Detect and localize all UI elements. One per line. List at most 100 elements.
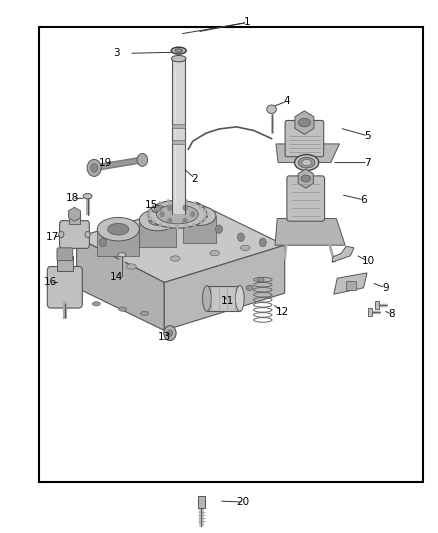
Ellipse shape	[176, 198, 179, 204]
Ellipse shape	[148, 200, 207, 228]
Ellipse shape	[204, 213, 208, 216]
Ellipse shape	[203, 216, 207, 220]
Ellipse shape	[185, 199, 188, 204]
Ellipse shape	[59, 231, 64, 238]
Text: 10: 10	[361, 256, 374, 266]
Ellipse shape	[171, 55, 186, 62]
Polygon shape	[97, 229, 139, 256]
Ellipse shape	[159, 201, 162, 206]
Text: 11: 11	[221, 296, 234, 306]
Ellipse shape	[240, 245, 250, 251]
Polygon shape	[295, 111, 314, 134]
Polygon shape	[298, 169, 313, 188]
Text: 13: 13	[158, 332, 171, 342]
Ellipse shape	[176, 225, 179, 230]
Ellipse shape	[294, 155, 318, 171]
Ellipse shape	[171, 47, 186, 54]
Ellipse shape	[139, 209, 176, 231]
Polygon shape	[68, 207, 81, 221]
Ellipse shape	[97, 217, 139, 241]
Ellipse shape	[148, 216, 152, 220]
Text: 18: 18	[66, 193, 79, 203]
Ellipse shape	[127, 264, 136, 269]
FancyBboxPatch shape	[287, 176, 325, 221]
Ellipse shape	[141, 311, 148, 316]
Ellipse shape	[246, 285, 253, 290]
Circle shape	[259, 238, 266, 247]
Ellipse shape	[199, 204, 203, 208]
Circle shape	[183, 217, 187, 224]
Text: 6: 6	[360, 195, 367, 205]
Ellipse shape	[267, 105, 276, 114]
Text: 2: 2	[191, 174, 198, 183]
Polygon shape	[332, 246, 354, 262]
Ellipse shape	[175, 49, 183, 53]
Circle shape	[87, 159, 101, 176]
Text: 14: 14	[110, 272, 123, 282]
Polygon shape	[183, 216, 216, 243]
Ellipse shape	[199, 220, 203, 224]
Bar	[39, 27, 423, 482]
Ellipse shape	[159, 223, 162, 228]
Ellipse shape	[235, 293, 242, 298]
Ellipse shape	[148, 215, 167, 225]
Circle shape	[91, 164, 98, 172]
Ellipse shape	[146, 213, 151, 216]
Bar	[69, 213, 80, 224]
FancyBboxPatch shape	[285, 120, 324, 157]
Ellipse shape	[83, 193, 92, 199]
Ellipse shape	[193, 201, 196, 206]
Bar	[198, 496, 205, 508]
Ellipse shape	[203, 208, 207, 212]
Polygon shape	[164, 245, 285, 330]
Ellipse shape	[193, 223, 196, 228]
Text: 20: 20	[237, 497, 250, 507]
Polygon shape	[77, 237, 164, 330]
Text: 3: 3	[113, 49, 120, 58]
Bar	[207, 286, 240, 311]
Ellipse shape	[191, 211, 208, 221]
Ellipse shape	[236, 286, 244, 311]
Text: 19: 19	[99, 158, 112, 167]
Text: 4: 4	[283, 96, 290, 106]
Ellipse shape	[170, 256, 180, 261]
Bar	[57, 256, 73, 271]
Text: 16: 16	[44, 278, 57, 287]
Bar	[368, 308, 372, 316]
Ellipse shape	[152, 220, 156, 224]
Circle shape	[183, 205, 187, 211]
Circle shape	[159, 211, 165, 217]
Ellipse shape	[302, 159, 311, 166]
Ellipse shape	[152, 205, 164, 213]
Ellipse shape	[183, 206, 216, 225]
Polygon shape	[276, 144, 339, 163]
Ellipse shape	[185, 224, 188, 230]
Ellipse shape	[301, 175, 311, 182]
Ellipse shape	[154, 207, 161, 211]
Bar	[172, 124, 185, 128]
Polygon shape	[139, 220, 176, 247]
Ellipse shape	[152, 204, 156, 208]
Polygon shape	[275, 219, 345, 245]
Ellipse shape	[118, 253, 126, 257]
FancyBboxPatch shape	[47, 266, 82, 308]
Ellipse shape	[167, 199, 170, 204]
Text: 12: 12	[276, 307, 289, 317]
Ellipse shape	[157, 205, 198, 224]
Ellipse shape	[148, 208, 152, 212]
Text: 9: 9	[382, 283, 389, 293]
Bar	[375, 301, 379, 309]
Text: 5: 5	[364, 131, 371, 141]
Ellipse shape	[202, 286, 212, 311]
Circle shape	[190, 211, 195, 217]
Polygon shape	[334, 273, 367, 294]
Circle shape	[215, 225, 223, 233]
Ellipse shape	[257, 277, 264, 282]
Ellipse shape	[92, 302, 100, 306]
Ellipse shape	[167, 224, 170, 230]
Ellipse shape	[108, 223, 129, 235]
Ellipse shape	[85, 231, 90, 238]
Polygon shape	[77, 203, 285, 282]
Text: 17: 17	[46, 232, 59, 242]
Text: 15: 15	[145, 200, 158, 210]
